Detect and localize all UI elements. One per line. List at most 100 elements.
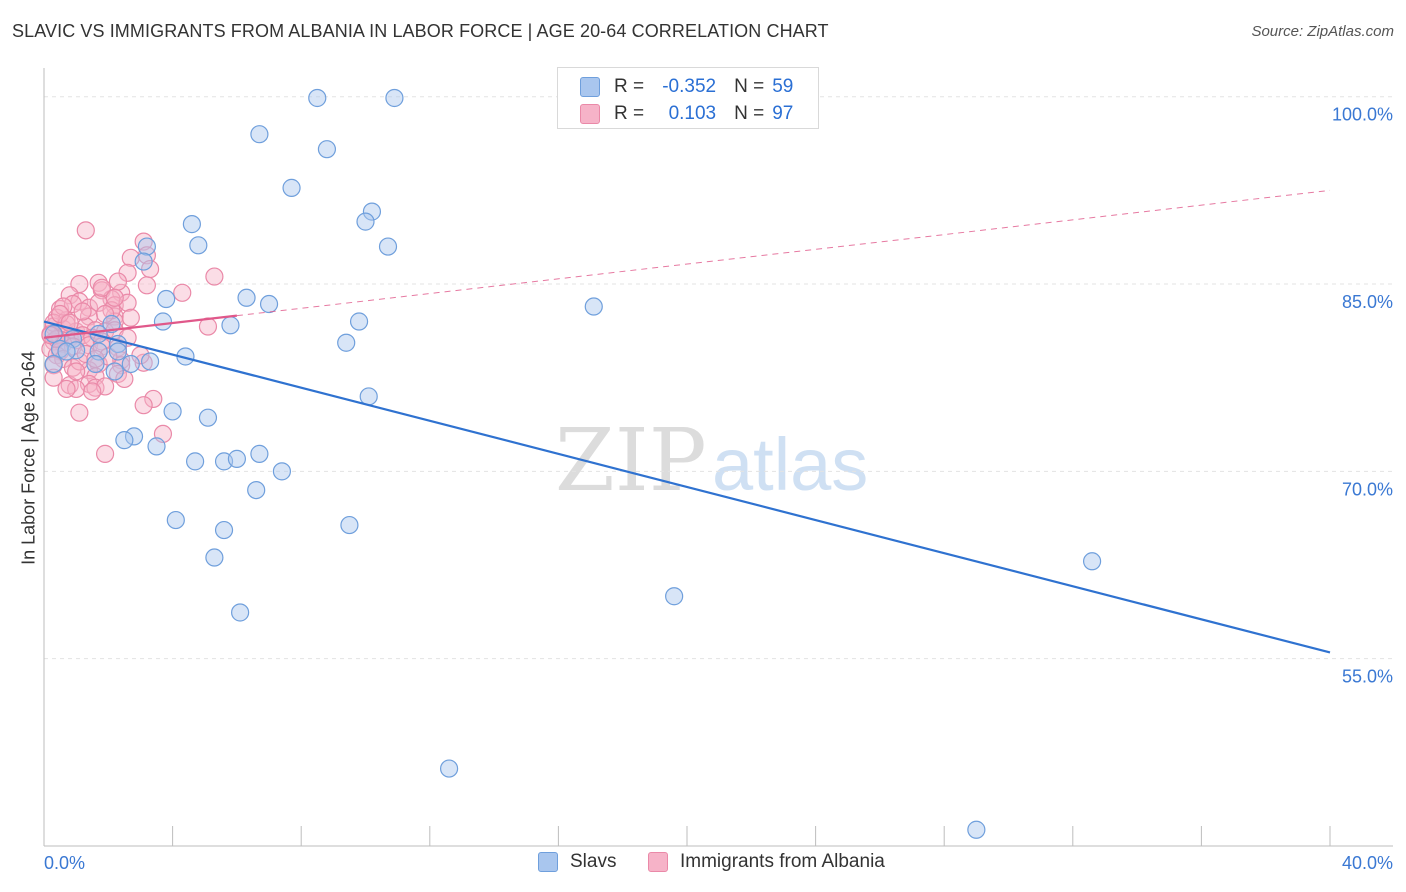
slavs-legend-label: Slavs xyxy=(570,851,617,872)
legend-item-slavs[interactable]: Slavs xyxy=(538,851,616,873)
slavs-point xyxy=(259,294,279,314)
slavs-point xyxy=(221,316,240,335)
slavs-point xyxy=(157,289,176,309)
slavs-point xyxy=(153,312,173,331)
slavs-point xyxy=(214,520,234,540)
slavs-point xyxy=(137,237,156,256)
slavs-point xyxy=(227,449,246,468)
albania-point xyxy=(105,288,124,307)
slavs-point xyxy=(124,427,144,446)
slavs-point xyxy=(308,88,327,108)
slavs-point xyxy=(147,437,166,456)
legend-row-slavs: R = -0.352 N = 59 xyxy=(580,75,793,99)
albania-point xyxy=(73,302,92,321)
albania-point xyxy=(76,221,95,240)
source-label: Source: ZipAtlas.com xyxy=(1251,23,1394,40)
slavs-point xyxy=(584,297,603,316)
slavs-point xyxy=(44,354,63,374)
albania-point xyxy=(108,272,128,291)
slavs-point xyxy=(250,444,269,463)
slavs-trend-line xyxy=(43,320,1331,654)
albania-swatch xyxy=(580,104,600,124)
slavs-point xyxy=(182,215,201,234)
slavs-point xyxy=(163,402,182,421)
grid-lines xyxy=(44,96,1393,660)
slavs-r-value: -0.352 xyxy=(662,76,717,97)
slavs-point xyxy=(231,603,250,622)
albania-r-label: R = xyxy=(614,103,645,124)
slavs-point xyxy=(121,354,140,374)
slavs-point xyxy=(359,387,378,406)
albania-point xyxy=(83,382,102,401)
albania-legend-label: Immigrants from Albania xyxy=(680,851,885,872)
slavs-point xyxy=(67,341,86,360)
chart-title: SLAVIC VS IMMIGRANTS FROM ALBANIA IN LAB… xyxy=(12,21,829,41)
y-tick-label: 100.0% xyxy=(1332,105,1393,125)
slavs-legend-swatch xyxy=(538,852,558,872)
slavs-point xyxy=(317,140,337,159)
slavs-point xyxy=(385,88,404,108)
albania-point xyxy=(121,308,140,327)
slavs-point xyxy=(237,288,256,307)
watermark-atlas: atlas xyxy=(712,423,868,506)
albania-point xyxy=(137,276,156,295)
y-tick-label: 85.0% xyxy=(1342,292,1393,312)
slavs-swatch xyxy=(580,77,600,97)
albania-point xyxy=(44,368,63,387)
watermark-zip: ZIP xyxy=(555,411,707,511)
slavs-point xyxy=(250,125,269,144)
albania-r-value: 0.103 xyxy=(668,103,717,124)
slavs-point xyxy=(340,515,359,535)
slavs-r-label: R = xyxy=(614,76,645,97)
axes xyxy=(43,68,1393,847)
watermark: ZIP atlas xyxy=(555,411,868,511)
slavs-point xyxy=(272,462,292,481)
slavs-point xyxy=(1082,552,1102,571)
legend-item-albania[interactable]: Immigrants from Albania xyxy=(648,851,885,873)
albania-point xyxy=(134,396,153,415)
slavs-point xyxy=(86,354,105,374)
slavs-point xyxy=(439,759,459,778)
slavs-points xyxy=(44,88,1102,839)
slavs-point xyxy=(378,237,398,256)
slavs-point xyxy=(134,252,153,271)
albania-point xyxy=(144,389,163,409)
albania-n-value: 97 xyxy=(772,103,794,124)
x-tick-label-min: 0.0% xyxy=(44,853,85,873)
slavs-point xyxy=(115,431,134,450)
slavs-point xyxy=(108,342,128,361)
slavs-point xyxy=(102,314,121,334)
slavs-point xyxy=(337,333,356,352)
correlation-legend: R = -0.352 N = 59 R = 0.103 N = 97 xyxy=(557,67,819,129)
tick-labels: 100.0% 85.0% 70.0% 55.0% 0.0% 40.0% xyxy=(44,105,1393,873)
slavs-n-value: 59 xyxy=(772,76,794,97)
albania-point xyxy=(92,278,111,297)
slavs-point xyxy=(967,820,986,839)
slavs-point xyxy=(105,362,124,381)
slavs-point xyxy=(282,178,301,197)
albania-point xyxy=(95,304,115,324)
albania-point xyxy=(70,403,89,422)
slavs-point xyxy=(44,324,63,344)
y-tick-label: 70.0% xyxy=(1342,479,1393,499)
albania-point xyxy=(57,379,76,399)
albania-point xyxy=(115,369,134,389)
y-tick-label: 55.0% xyxy=(1342,667,1393,687)
albania-point xyxy=(173,283,192,302)
slavs-point xyxy=(349,312,369,331)
slavs-point xyxy=(247,480,266,500)
slavs-point xyxy=(356,212,375,231)
slavs-point xyxy=(166,510,185,530)
slavs-point xyxy=(140,352,160,371)
albania-point xyxy=(134,232,153,251)
trend-lines xyxy=(43,189,1331,654)
x-tick-label-max: 40.0% xyxy=(1342,853,1393,873)
slavs-point xyxy=(205,548,224,567)
albania-trend-line xyxy=(43,314,238,339)
slavs-point xyxy=(186,452,205,471)
albania-n-label: N = xyxy=(734,103,765,124)
slavs-point xyxy=(57,342,76,361)
albania-point xyxy=(205,267,224,286)
series-legend: Slavs Immigrants from Albania xyxy=(0,851,1406,877)
